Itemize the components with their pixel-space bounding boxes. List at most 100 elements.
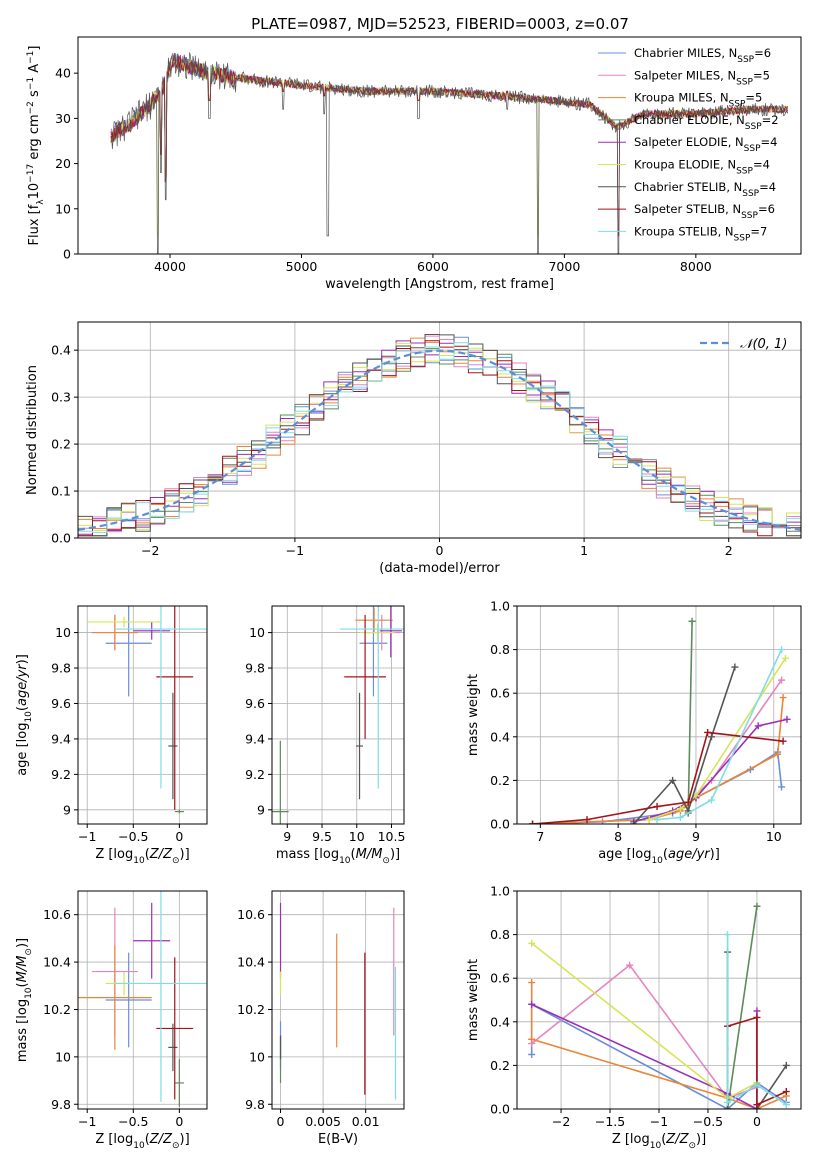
weight-marker (778, 676, 786, 684)
label-part: age [log (15, 723, 30, 776)
tick-label-y: 9.8 (245, 661, 265, 676)
tick-label-y: 9.2 (245, 767, 265, 782)
weight-marker (529, 820, 537, 824)
histogram-step (78, 334, 801, 538)
tick-label-x: 10.5 (378, 829, 406, 844)
x-axis-label: mass [log10(M/M⊙)] (276, 847, 400, 866)
weight-marker (528, 979, 536, 987)
weight-line (532, 750, 783, 824)
x-axis-label: age [log10(age/yr)] (598, 847, 720, 866)
weight-marker (528, 1051, 536, 1058)
label-part: ( (351, 847, 356, 862)
axes-mass_weight_vs_Z: −2 −1.5 −1 −0.5 0 0.0 0.2 0.4 0.6 0.8 1.0 Z [log10(… (466, 884, 802, 1151)
weight-marker (753, 1007, 761, 1015)
weight-marker (783, 715, 791, 723)
label-part: ( (15, 706, 30, 711)
label-part: Z [log (95, 847, 133, 862)
tick-label-y: 0.0 (51, 531, 71, 546)
label-part: Chabrier STELIB, N (634, 180, 742, 194)
tick-label-y: 30 (55, 111, 71, 126)
label-part: ⊙ (172, 856, 180, 866)
label-part: 10 (133, 856, 145, 866)
tick-label-y: 9 (257, 802, 265, 817)
label-part: age/yr (15, 663, 30, 706)
weight-marker (669, 776, 677, 784)
weight-marker (688, 617, 696, 625)
weight-marker (528, 1000, 536, 1008)
tick-label-y: 10.2 (43, 1002, 71, 1017)
label-part: ⊙ (688, 1141, 696, 1151)
tick-label-y: 0.2 (51, 437, 71, 452)
tick-label-y: 0.8 (490, 927, 510, 942)
label-part: ( (145, 1132, 150, 1147)
tick-label-x: −2 (552, 1114, 570, 1129)
tick-label-y: 20 (55, 156, 71, 171)
label-part: −1 (26, 77, 36, 90)
tick-label-y: 9.4 (245, 731, 265, 746)
label-part: )] (15, 654, 30, 664)
weight-marker (684, 798, 692, 806)
label-part: 10 (133, 1141, 145, 1151)
label-part: −17 (26, 164, 36, 183)
label-part: −2 (26, 101, 36, 114)
spectrum-line (110, 52, 788, 254)
weight-marker (528, 1035, 536, 1043)
weight-marker (753, 1081, 761, 1089)
weight-line (633, 666, 736, 824)
legend-label: Kroupa MILES, NSSP=5 (634, 91, 762, 110)
label-part: mass [log (15, 999, 30, 1062)
tick-label-y: 9.8 (51, 661, 71, 676)
label-part: SSP (737, 55, 754, 65)
weight-marker (708, 796, 716, 804)
label-part: ( (663, 847, 668, 862)
plot-area-mass_vs_Z (78, 891, 207, 1107)
label-part: Z/Z (665, 1132, 689, 1147)
label-part: Z/Z (149, 1132, 173, 1147)
figure-title: PLATE=0987, MJD=52523, FIBERID=0003, z=0… (251, 15, 629, 33)
label-part: Kroupa ELODIE, N (634, 158, 736, 172)
label-part: 10 (24, 987, 34, 999)
tick-label-y: 9.6 (245, 696, 265, 711)
label-part: Z/Z (149, 847, 173, 862)
weight-marker (676, 813, 684, 821)
weight-line (531, 963, 758, 1100)
tick-label-y: 0.0 (490, 1102, 510, 1117)
tick-label-x: 10 (766, 829, 782, 844)
label-part: 10 (339, 856, 351, 866)
tick-label-x: 6000 (417, 259, 449, 274)
x-axis-label: wavelength [Angstrom, rest frame] (325, 277, 554, 292)
label-part: ( (661, 1132, 666, 1147)
tick-label-y: 0.6 (490, 686, 510, 701)
legend-label: Salpeter MILES, NSSP=5 (634, 68, 770, 87)
tick-label-x: −0.5 (693, 1114, 723, 1129)
histogram-step (78, 342, 801, 538)
label-part: mass [log (276, 847, 339, 862)
legend-label: Salpeter ELODIE, NSSP=4 (634, 135, 777, 154)
label-part: )] (696, 1132, 706, 1147)
histogram-step (78, 340, 801, 538)
y-axis-label: mass [log10(M/M⊙)] (15, 938, 34, 1062)
tick-label-x: −1 (78, 829, 96, 844)
tick-label-y: 9.4 (51, 731, 71, 746)
label-part: M/M (15, 956, 30, 983)
tick-label-x: −2 (141, 543, 159, 558)
weight-marker (630, 820, 638, 824)
axes-frame (77, 605, 208, 825)
y-axis-label: mass weight (466, 674, 481, 756)
tick-label-y: 10.4 (43, 955, 71, 970)
weight-marker (583, 816, 591, 824)
y-axis-label: Normed distribution (25, 365, 40, 495)
tick-label-x: 2 (725, 543, 733, 558)
tick-label-y: 0 (63, 247, 71, 262)
label-part: )] (390, 847, 400, 862)
label-part: Salpeter MILES, N (634, 68, 736, 82)
tick-label-x: 0 (753, 1114, 761, 1129)
weight-marker (653, 816, 661, 824)
label-part: )] (15, 938, 30, 948)
label-part: SSP (744, 144, 761, 154)
label-part: λ (36, 199, 46, 205)
tick-label-y: 10.6 (43, 907, 71, 922)
label-part: 10 (651, 856, 663, 866)
